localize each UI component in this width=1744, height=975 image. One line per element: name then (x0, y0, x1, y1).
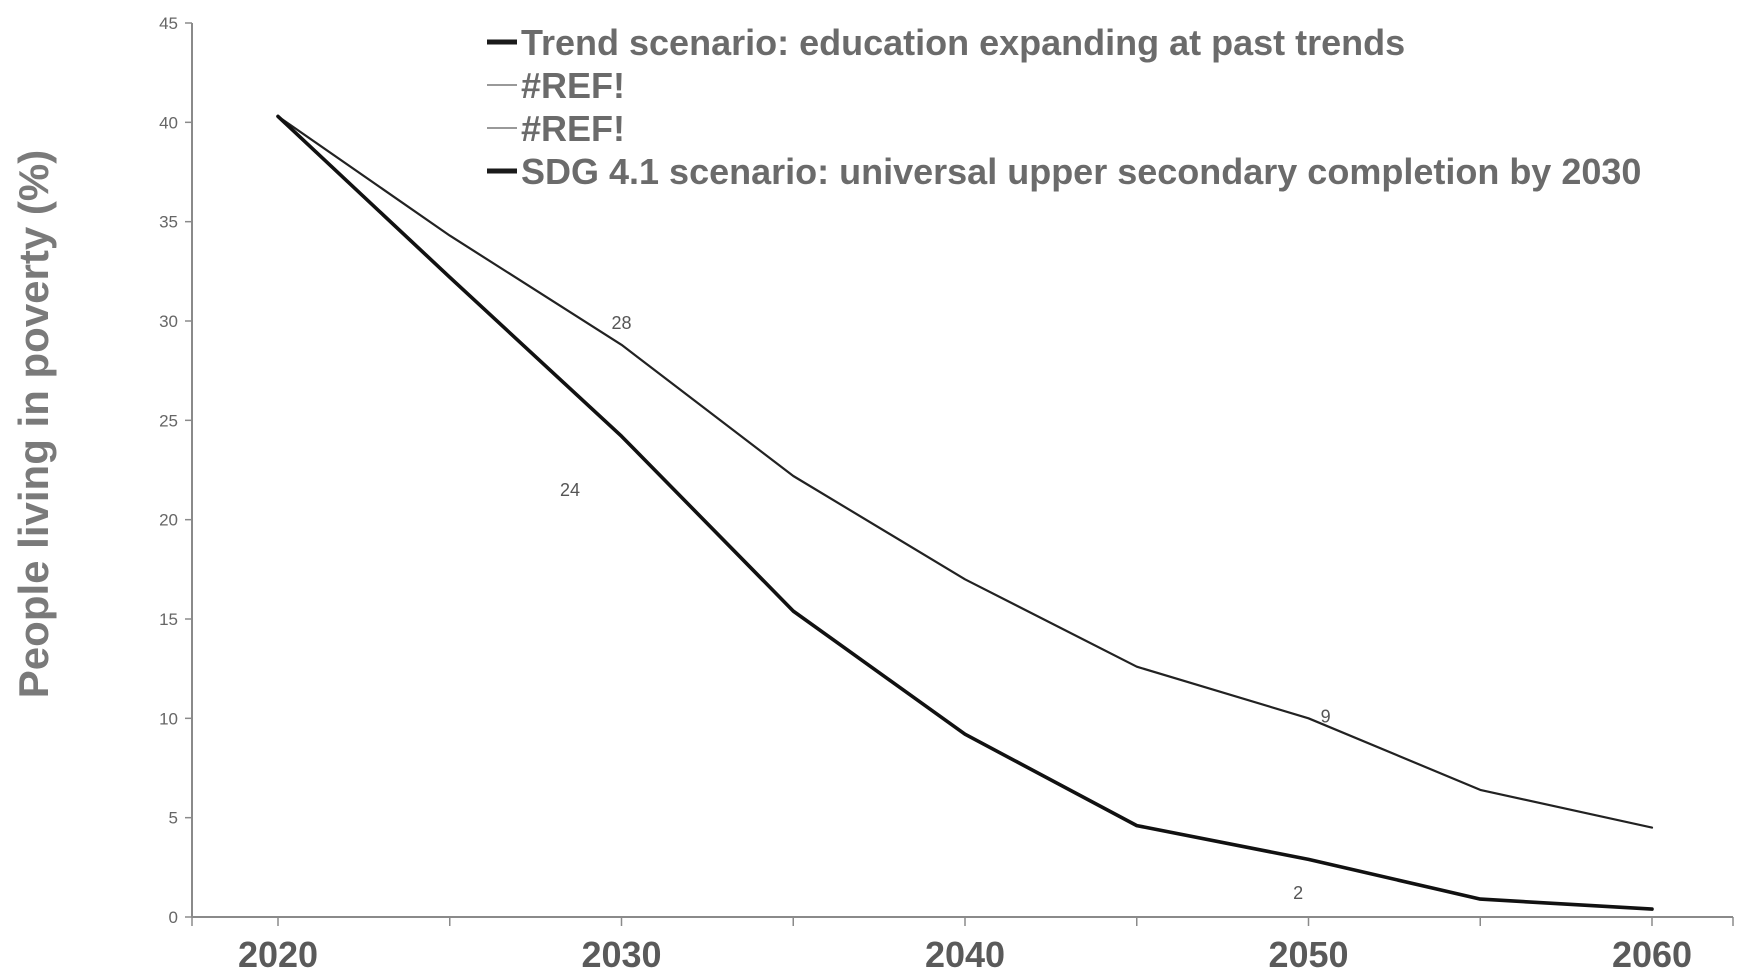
legend-item: SDG 4.1 scenario: universal upper second… (487, 151, 1641, 192)
legend-label: Trend scenario: education expanding at p… (521, 22, 1405, 63)
data-label: 24 (560, 480, 580, 500)
x-tick-label: 2020 (238, 934, 318, 970)
legend-label: SDG 4.1 scenario: universal upper second… (521, 151, 1641, 192)
y-tick-label: 5 (169, 809, 178, 828)
y-tick-label: 0 (169, 908, 178, 927)
legend: Trend scenario: education expanding at p… (487, 22, 1641, 192)
y-axis-label: People living in poverty (%) (10, 150, 57, 698)
legend-item: Trend scenario: education expanding at p… (487, 22, 1405, 63)
legend-label: #REF! (521, 65, 625, 106)
y-tick-label: 40 (159, 113, 178, 132)
y-tick-label: 30 (159, 312, 178, 331)
x-tick-label: 2050 (1268, 934, 1348, 970)
y-tick-label: 25 (159, 411, 178, 430)
x-tick-label: 2040 (925, 934, 1005, 970)
legend-label: #REF! (521, 108, 625, 149)
series-line-2 (276, 114, 1654, 911)
x-tick-label: 2060 (1612, 934, 1692, 970)
legend-item: #REF! (487, 65, 625, 106)
x-tick-label: 2030 (581, 934, 661, 970)
data-label: 28 (611, 313, 631, 333)
y-tick-label: 20 (159, 511, 178, 530)
data-label: 2 (1293, 883, 1303, 903)
y-tick-label: 45 (159, 14, 178, 33)
data-label: 9 (1321, 706, 1331, 726)
y-tick-label: 10 (159, 709, 178, 728)
series-lines (276, 114, 1654, 911)
y-tick-label: 15 (159, 610, 178, 629)
legend-item: #REF! (487, 108, 625, 149)
series-line-1 (276, 115, 1654, 829)
data-labels: 28 24 9 2 (560, 313, 1331, 903)
axes: 0 5 10 15 20 25 30 35 40 45 2020 2030 2040 2050 2060 (159, 14, 1734, 975)
y-tick-label: 35 (159, 213, 178, 232)
